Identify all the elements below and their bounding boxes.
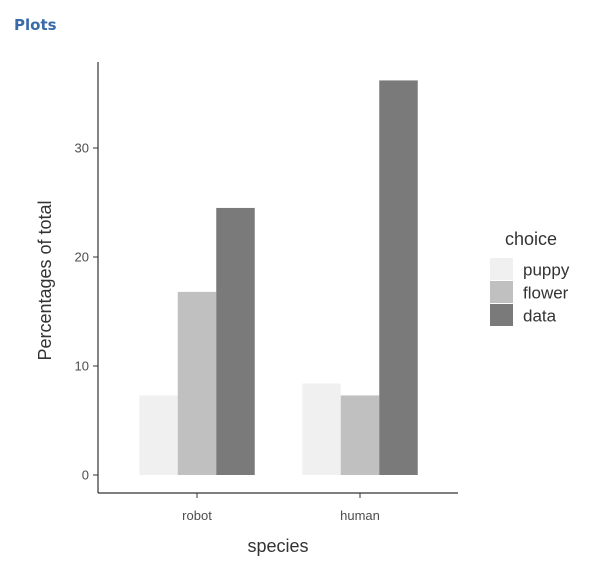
bar-robot-data	[216, 207, 255, 475]
y-ticks-group: 0 10 20 30	[75, 141, 98, 483]
y-axis-title: Percentages of total	[35, 200, 55, 360]
x-tick-label-human: human	[340, 508, 380, 523]
legend-key-puppy	[490, 258, 513, 280]
x-tick-label-robot: robot	[182, 508, 212, 523]
y-tick-label: 0	[82, 468, 89, 483]
legend-title: choice	[505, 229, 557, 249]
legend-key-flower	[490, 281, 513, 303]
bar-robot-flower	[177, 291, 217, 475]
bar-human-puppy	[302, 383, 341, 475]
x-axis-title: species	[247, 536, 308, 556]
bar-human-data	[379, 80, 418, 476]
bars-group	[139, 80, 418, 476]
axes-group	[97, 62, 458, 494]
y-tick-label: 20	[75, 250, 89, 265]
legend-label-puppy: puppy	[523, 261, 570, 280]
legend-label-flower: flower	[523, 284, 569, 303]
y-tick-label: 30	[75, 141, 89, 156]
y-tick-label: 10	[75, 359, 89, 374]
legend-key-data	[490, 304, 513, 326]
x-ticks-group: robot human	[182, 493, 380, 523]
plots-pane-title: Plots	[14, 16, 57, 34]
bar-robot-puppy	[139, 395, 178, 475]
legend: choice puppy flower data	[490, 229, 570, 326]
bar-human-flower	[340, 395, 380, 475]
legend-label-data: data	[523, 307, 557, 326]
